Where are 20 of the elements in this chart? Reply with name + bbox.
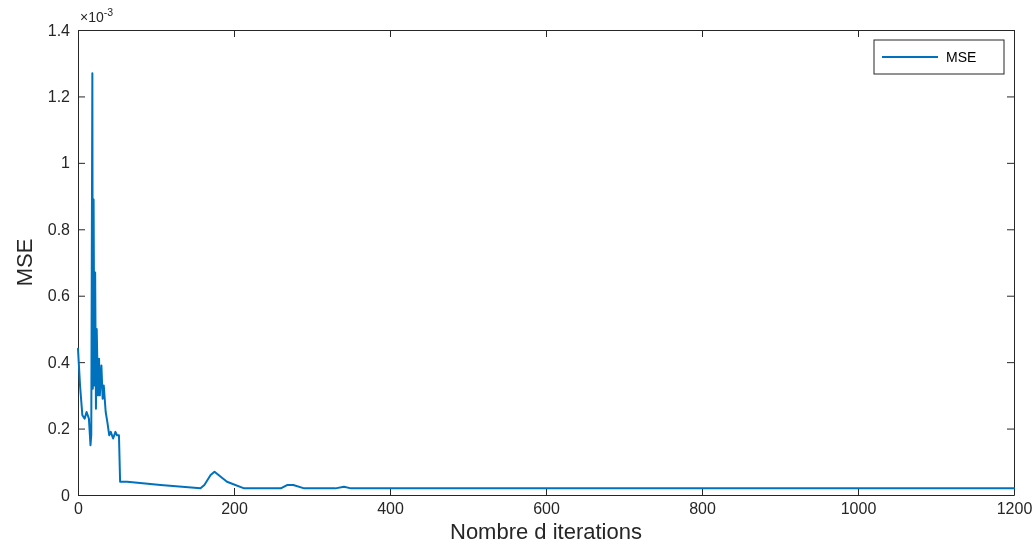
x-tick-label: 0: [74, 500, 84, 518]
y-tick-label: 0.4: [47, 353, 71, 371]
y-tick-label: 1: [61, 154, 71, 172]
y-axis-title: MSE: [12, 238, 37, 287]
y-tick-label: 0.6: [47, 287, 71, 305]
text: ×10$^{-3}$: [80, 6, 114, 25]
line-series: [77, 72, 1015, 490]
y-tick-label: 1.2: [47, 88, 71, 106]
y-tick-label: 0.8: [47, 220, 71, 238]
legend-label: MSE: [946, 49, 977, 65]
x-tick-label: 1000: [840, 500, 877, 518]
y-tick-label: 0.2: [47, 420, 71, 438]
x-tick-label: 600: [533, 500, 560, 518]
x-tick-label: 800: [689, 500, 716, 518]
y-tick-label: 0: [61, 486, 71, 504]
x-axis-title: Nombre d iterations: [450, 519, 642, 544]
x-tick-label: 400: [377, 500, 404, 518]
y-tick-label: 1.4: [47, 21, 71, 39]
x-tick-label: 200: [221, 500, 248, 518]
x-tick-label: 1200: [996, 500, 1033, 518]
